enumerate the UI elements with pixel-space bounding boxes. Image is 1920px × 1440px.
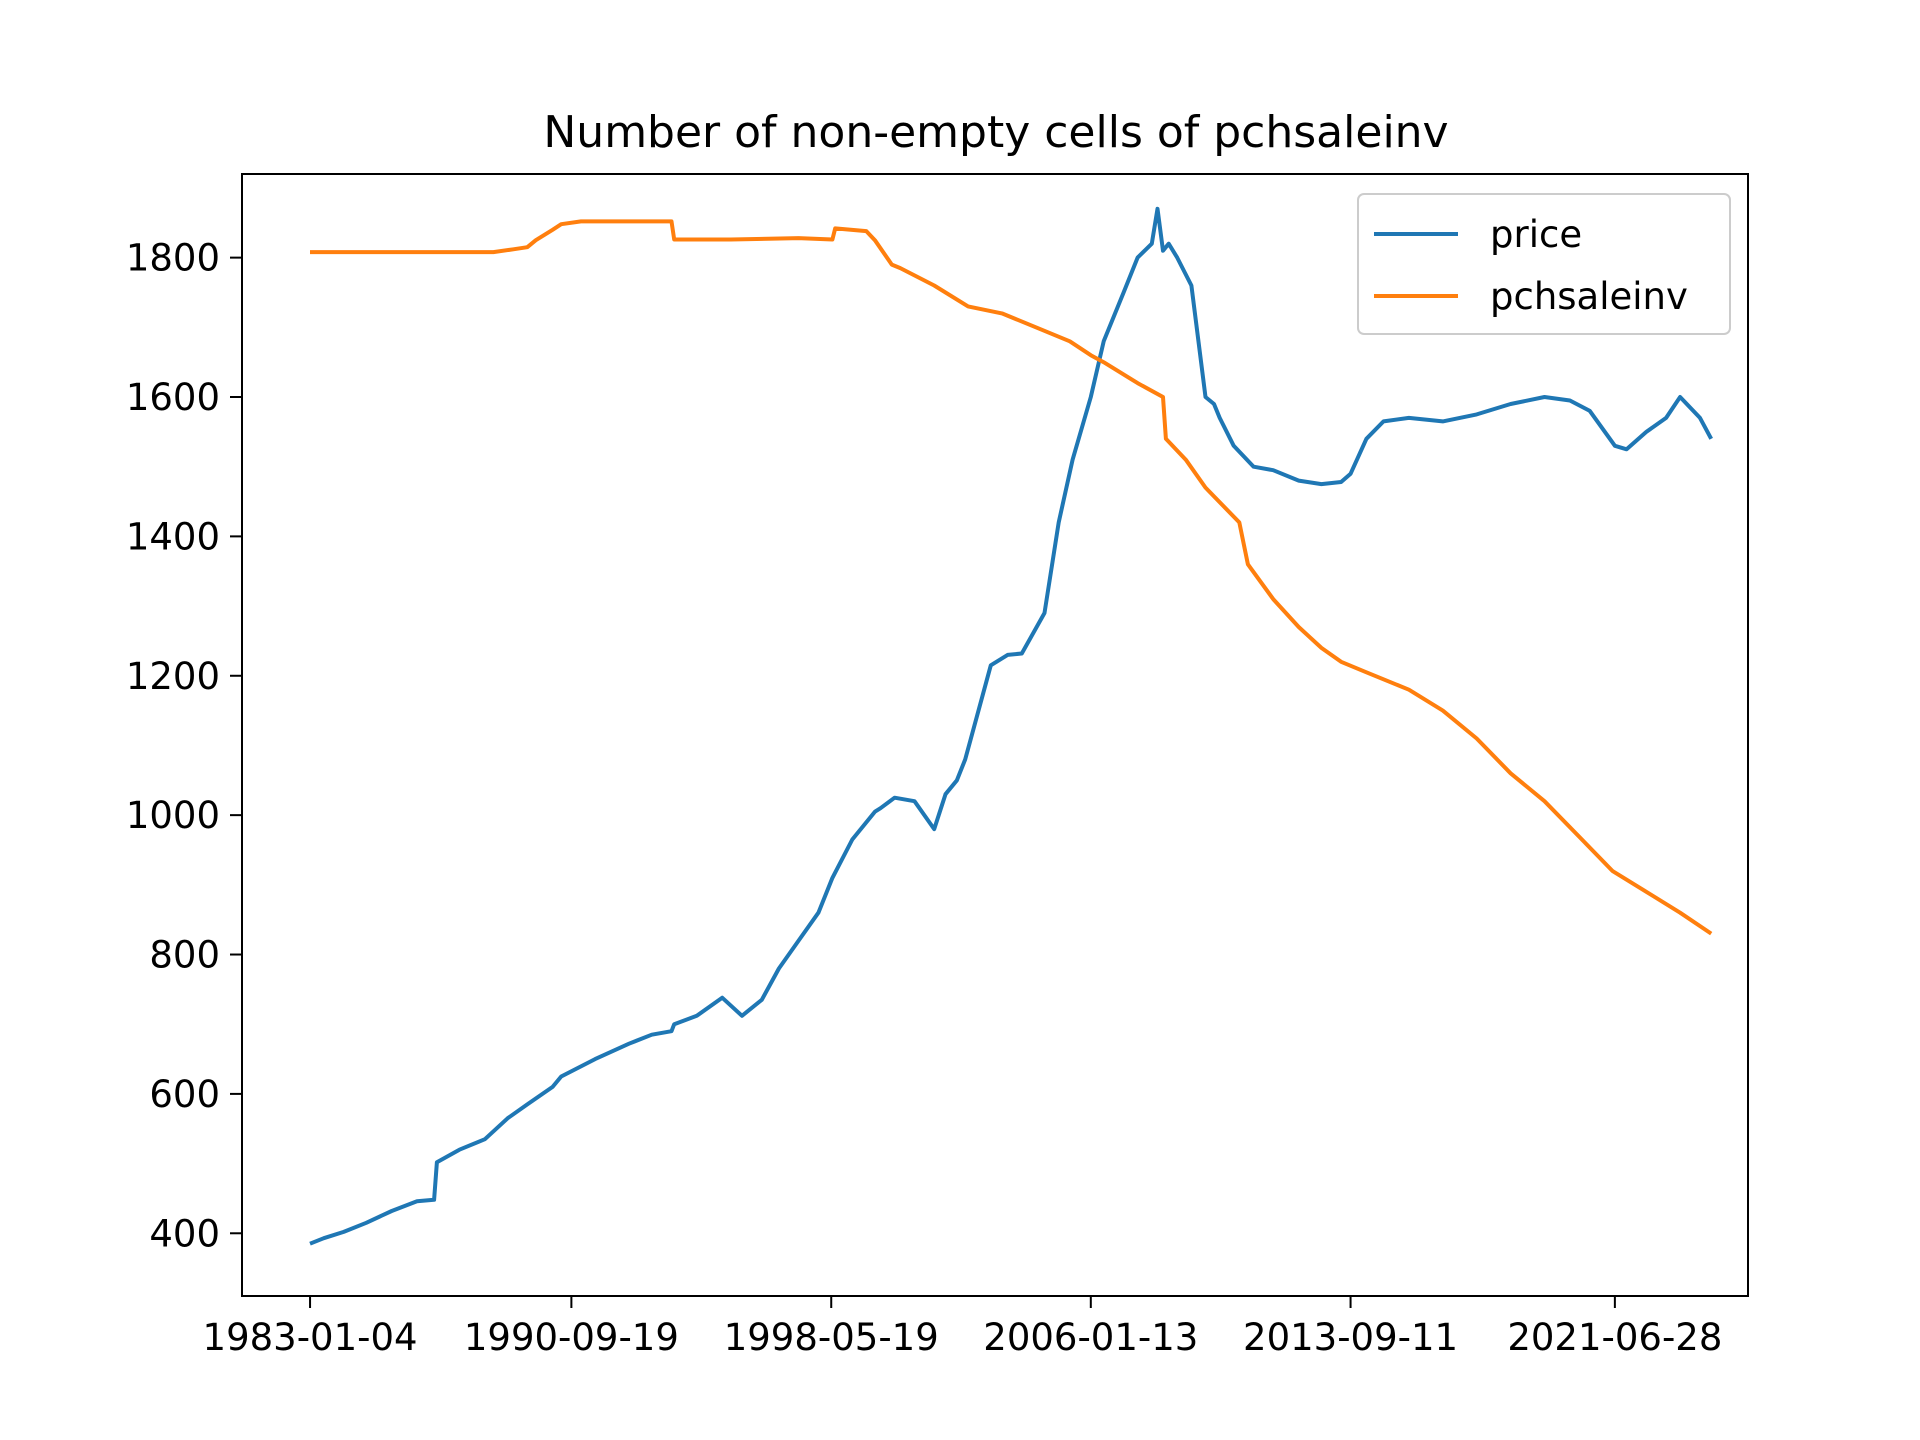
- y-tick-label: 600: [149, 1073, 220, 1116]
- x-tick-label: 2006-01-13: [983, 1316, 1198, 1359]
- series-line-price: [309, 206, 1713, 1246]
- x-tick-label: 1990-09-19: [464, 1316, 679, 1359]
- y-tick-label: 1200: [126, 655, 220, 698]
- y-tick-label: 1400: [126, 515, 220, 558]
- y-tick-label: 1600: [126, 376, 220, 419]
- legend: price pchsaleinv: [1357, 193, 1731, 335]
- plot-area: [309, 206, 1713, 1246]
- x-tick-label: 1983-01-04: [203, 1316, 418, 1359]
- y-tick-label: 1000: [126, 794, 220, 837]
- legend-label-pchsaleinv: pchsaleinv: [1490, 275, 1688, 318]
- y-tick-label: 800: [149, 934, 220, 977]
- plot-frame: [241, 173, 1749, 1297]
- y-tick-label: 1800: [126, 237, 220, 280]
- x-axis: 1983-01-04 1990-09-19 1998-05-19 2006-01-13…: [203, 1296, 1722, 1359]
- x-tick-label: 1998-05-19: [724, 1316, 939, 1359]
- legend-box: [1357, 193, 1731, 335]
- series-line-pchsaleinv: [310, 219, 1713, 936]
- y-axis: 400 600 800 1000 1200 1400 1600 1800: [126, 237, 242, 1255]
- y-tick-label: 400: [149, 1212, 220, 1255]
- x-tick-label: 2021-06-28: [1507, 1316, 1722, 1359]
- legend-label-price: price: [1490, 213, 1582, 256]
- x-tick-label: 2013-09-11: [1243, 1316, 1458, 1359]
- chart-title: Number of non-empty cells of pchsaleinv: [543, 107, 1448, 158]
